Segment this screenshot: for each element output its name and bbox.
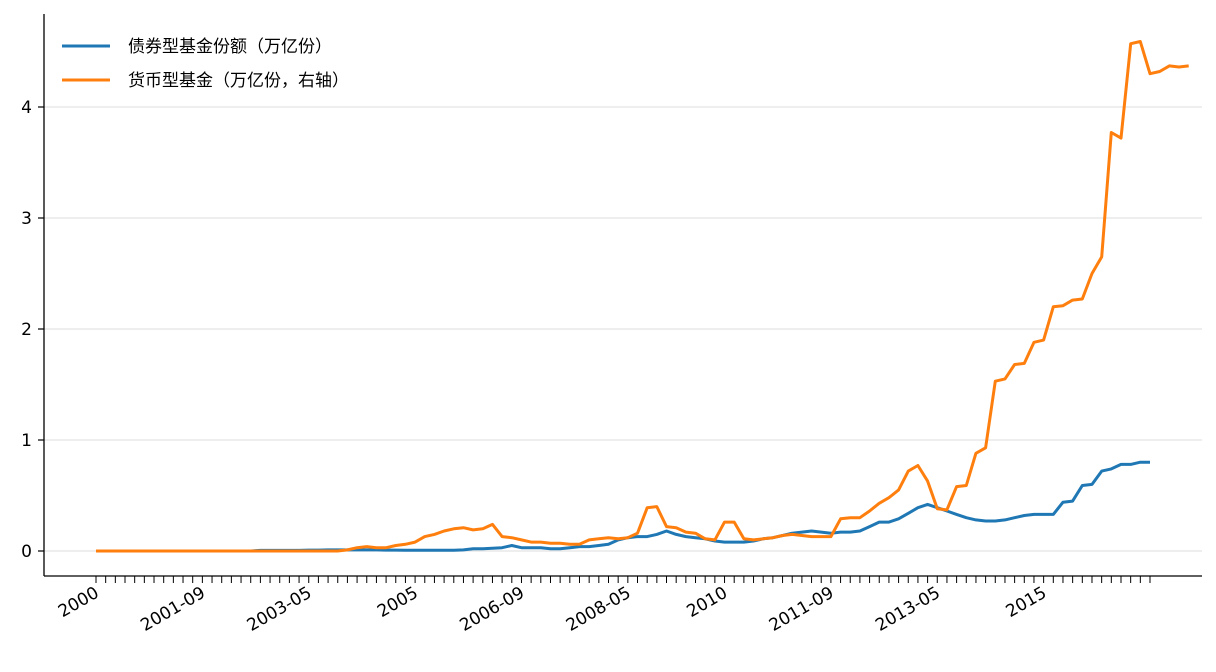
y-tick-label: 4 — [21, 98, 32, 118]
y-gridlines — [44, 106, 1202, 552]
x-tick-label: 2008-05 — [563, 583, 635, 636]
y-ticks: 0 1 2 3 4 — [21, 98, 44, 562]
x-tick-label: 2001-09 — [137, 583, 209, 636]
x-tick-labels: 2000 2001-09 2003-05 2005 2006-09 2008-05 2010… — [55, 583, 1050, 636]
y-tick-label: 2 — [21, 320, 32, 340]
legend: 债券型基金份额（万亿份） 货币型基金（万亿份，右轴） — [62, 37, 349, 91]
axes — [43, 14, 1202, 577]
x-tick-label: 2006-09 — [456, 583, 528, 636]
legend-label-bond: 债券型基金份额（万亿份） — [128, 37, 332, 57]
x-tick-label: 2005 — [374, 583, 421, 622]
x-ticks — [95, 576, 1151, 583]
x-tick-label: 2015 — [1003, 583, 1050, 622]
y-tick-label: 1 — [21, 431, 32, 451]
series-lines — [96, 40, 1189, 553]
legend-label-money: 货币型基金（万亿份，右轴） — [128, 71, 349, 91]
x-tick-label: 2000 — [55, 583, 102, 622]
x-tick-label: 2003-05 — [244, 583, 316, 636]
series-line-money — [96, 40, 1189, 553]
x-tick-label: 2010 — [684, 583, 731, 622]
x-tick-label: 2013-05 — [872, 583, 944, 636]
y-tick-label: 3 — [21, 209, 32, 229]
x-tick-label: 2011-09 — [766, 583, 838, 636]
y-tick-label: 0 — [21, 542, 32, 562]
